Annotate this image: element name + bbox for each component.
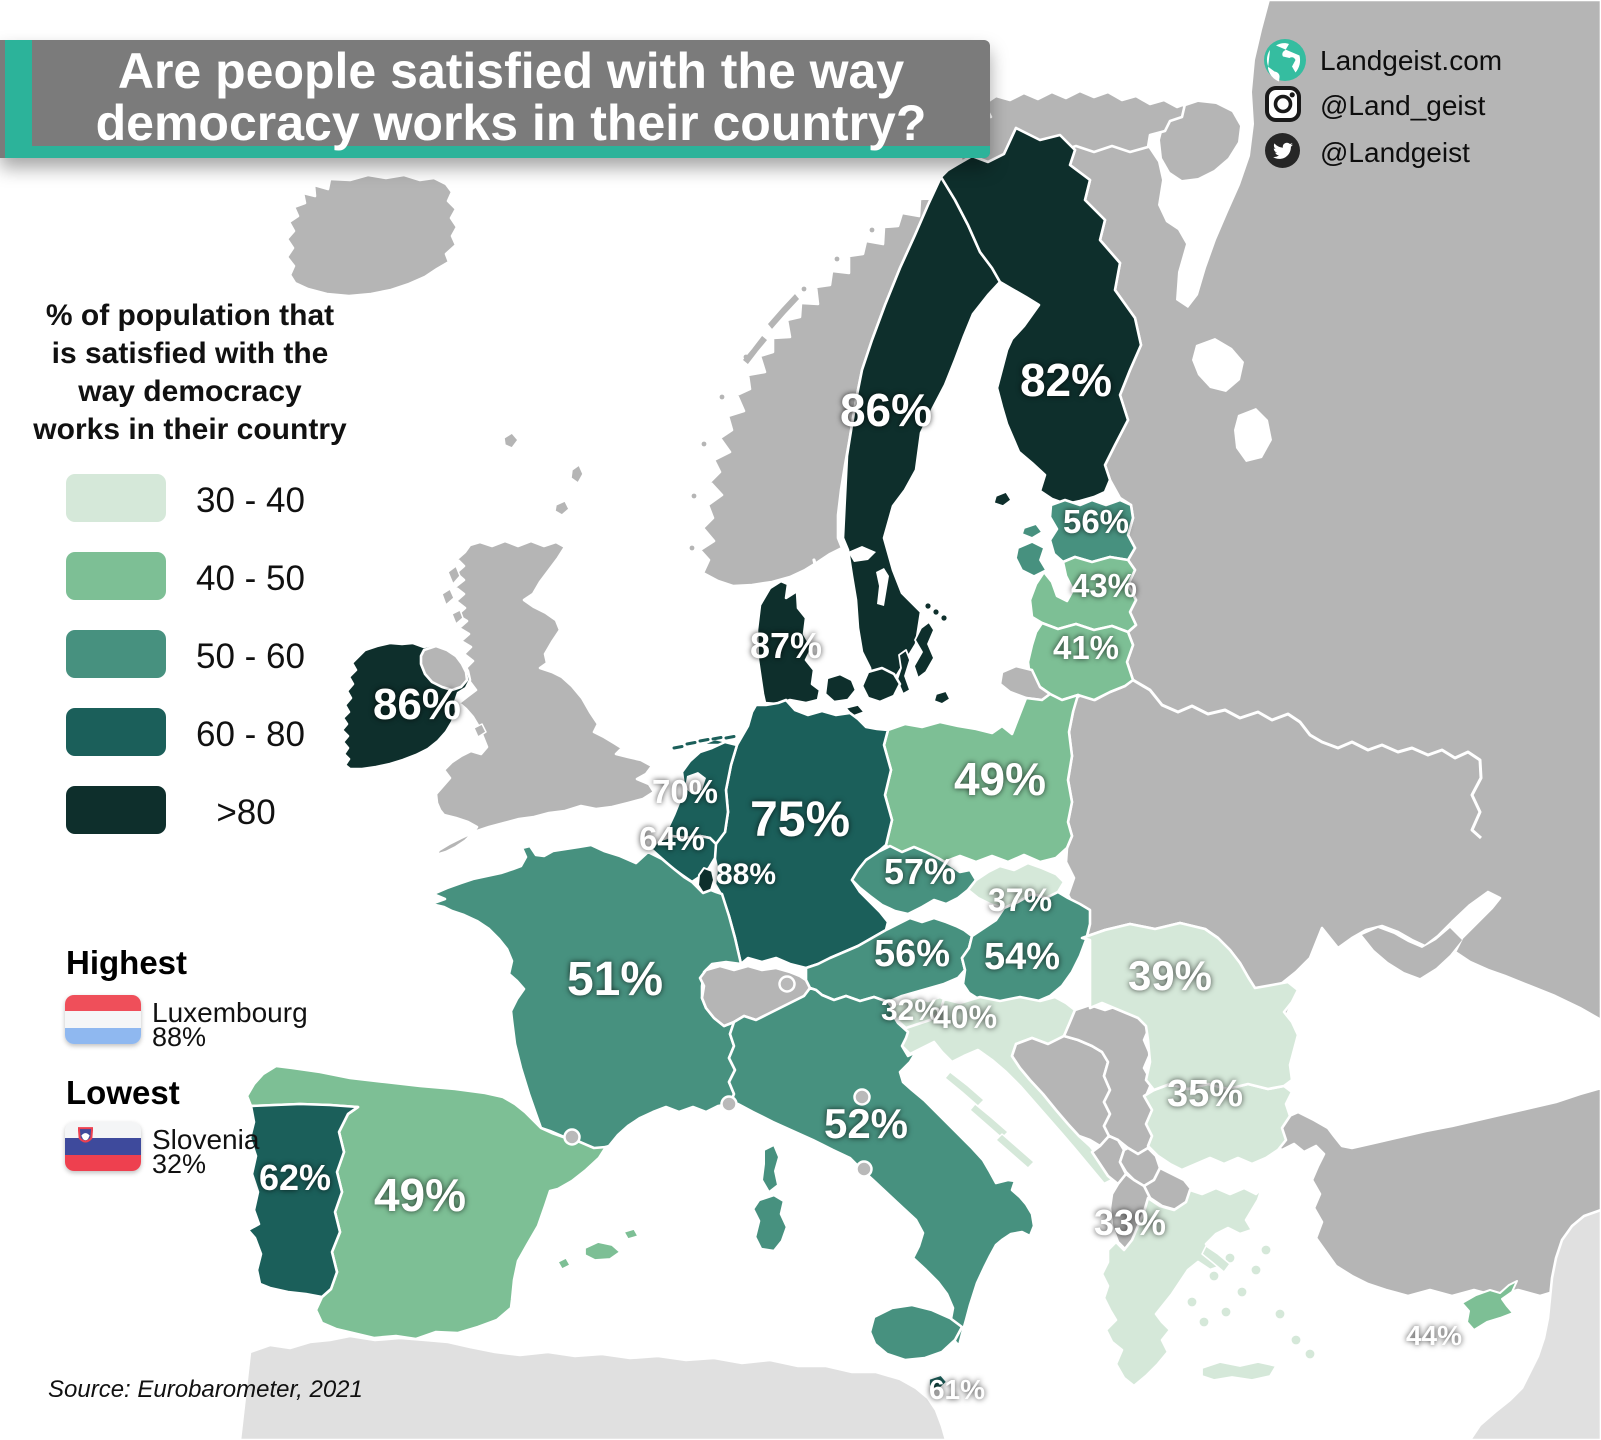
- svg-text:86%: 86%: [840, 384, 932, 436]
- svg-text:43%: 43%: [1071, 567, 1137, 604]
- svg-text:37%: 37%: [988, 882, 1052, 918]
- svg-text:32%: 32%: [881, 994, 941, 1027]
- svg-text:56%: 56%: [874, 933, 950, 975]
- svg-text:62%: 62%: [259, 1157, 331, 1198]
- svg-text:54%: 54%: [984, 936, 1060, 978]
- svg-text:35%: 35%: [1167, 1073, 1243, 1115]
- svg-text:82%: 82%: [1020, 354, 1112, 406]
- svg-text:61%: 61%: [929, 1374, 985, 1405]
- svg-text:57%: 57%: [884, 851, 956, 892]
- svg-text:49%: 49%: [374, 1169, 466, 1221]
- svg-text:49%: 49%: [954, 753, 1046, 805]
- svg-text:70%: 70%: [652, 773, 718, 810]
- svg-text:56%: 56%: [1063, 503, 1129, 540]
- svg-text:51%: 51%: [567, 953, 663, 1006]
- svg-text:64%: 64%: [639, 820, 705, 857]
- svg-text:33%: 33%: [1094, 1202, 1166, 1243]
- svg-text:86%: 86%: [373, 680, 461, 729]
- svg-text:75%: 75%: [750, 791, 850, 847]
- svg-text:88%: 88%: [716, 858, 776, 891]
- svg-text:39%: 39%: [1128, 952, 1212, 999]
- svg-text:52%: 52%: [824, 1100, 908, 1147]
- svg-text:87%: 87%: [750, 625, 822, 666]
- svg-text:40%: 40%: [933, 999, 997, 1035]
- svg-text:41%: 41%: [1053, 629, 1119, 666]
- svg-text:44%: 44%: [1406, 1320, 1462, 1351]
